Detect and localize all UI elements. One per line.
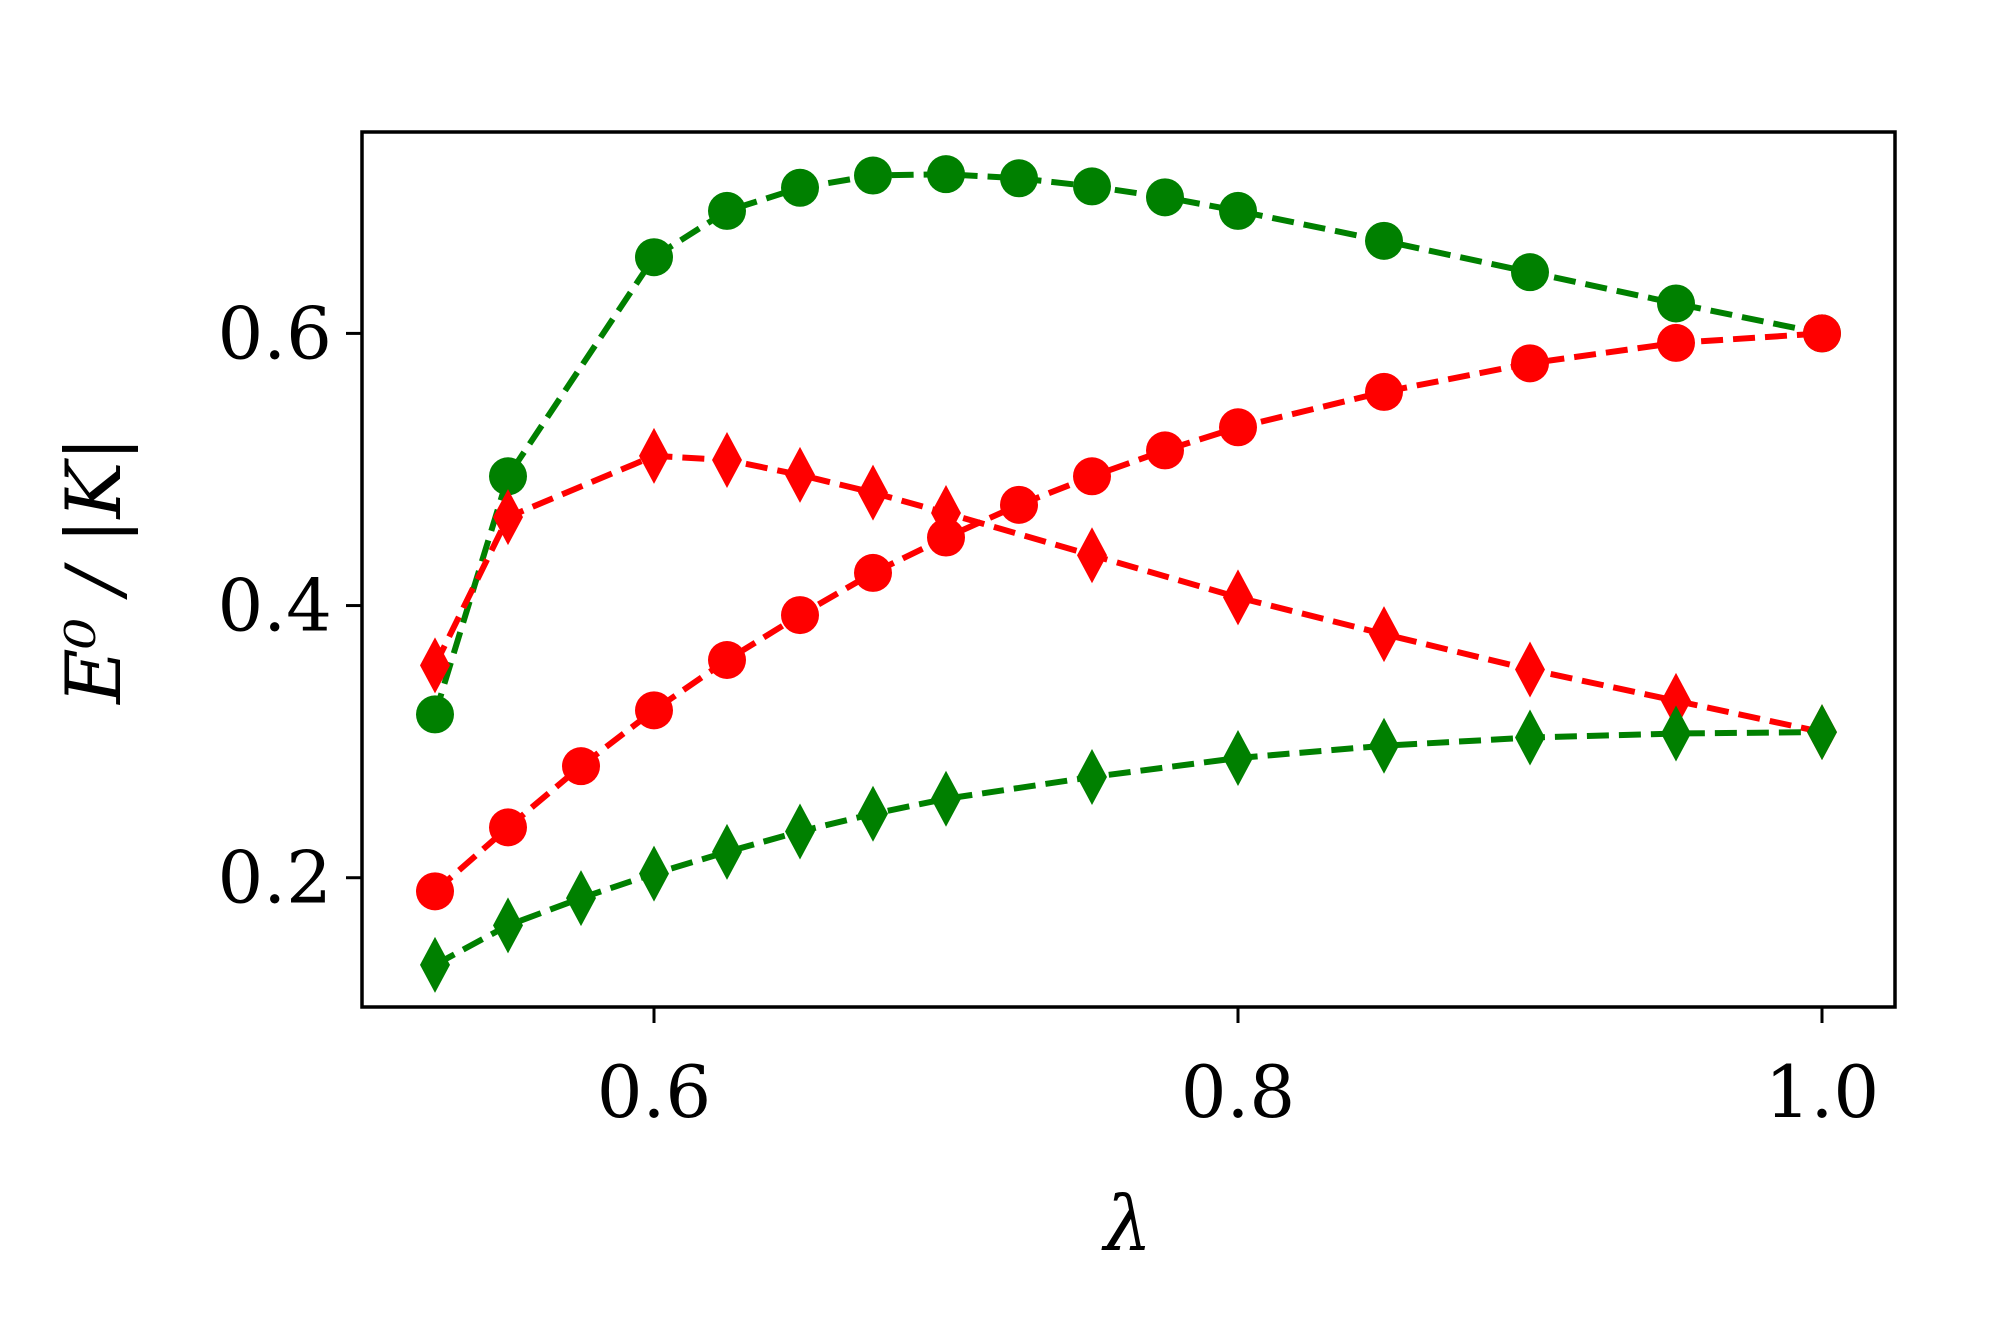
series-3-point xyxy=(712,431,742,488)
x-tick-label: 0.6 xyxy=(597,1050,712,1134)
series-2-point xyxy=(1657,323,1695,362)
y-tick-label: 0.6 xyxy=(217,291,332,375)
series-2 xyxy=(416,314,1841,911)
y-tick-label: 0.2 xyxy=(217,836,332,920)
series-4-point xyxy=(420,936,450,993)
series-4 xyxy=(420,704,1837,993)
series-1 xyxy=(416,155,1841,734)
series-3-point xyxy=(639,427,669,484)
series-2-point xyxy=(1803,314,1841,353)
series-2-point xyxy=(1219,408,1257,447)
series-2-point xyxy=(416,872,454,911)
x-axis-label: λ xyxy=(1101,1179,1152,1268)
series-4-line xyxy=(433,729,1823,968)
series-4-point xyxy=(785,803,815,860)
series-3-point xyxy=(1077,527,1107,584)
series-2-point xyxy=(1073,457,1111,496)
series-3-point xyxy=(858,464,888,521)
series-4-point xyxy=(1515,709,1545,766)
series-1-point xyxy=(416,695,454,734)
series-3 xyxy=(420,427,1837,761)
series-3-line xyxy=(432,452,1823,736)
series-2-point xyxy=(489,808,527,847)
series-1-line xyxy=(432,171,1823,716)
series-3-point xyxy=(931,485,961,542)
series-3-point xyxy=(785,446,815,503)
series-4-point xyxy=(1223,729,1253,786)
series-1-point xyxy=(1146,178,1184,217)
series-3-point xyxy=(1223,569,1253,626)
series-1-point xyxy=(1073,167,1111,206)
y-axis-label: E⁰ / |K| xyxy=(49,436,138,706)
series-4-point xyxy=(1369,717,1399,774)
series-3-point xyxy=(420,637,450,694)
series-3-point xyxy=(1369,606,1399,663)
series-4-point xyxy=(493,897,523,954)
x-tick-label: 0.8 xyxy=(1181,1050,1296,1134)
series-4-point xyxy=(858,785,888,842)
series-4-point xyxy=(639,845,669,902)
series-1-point xyxy=(854,156,892,195)
plot-frame xyxy=(360,130,1897,1009)
series-4-point xyxy=(712,823,742,880)
series-2-point xyxy=(854,553,892,592)
series-2-point xyxy=(1146,431,1184,470)
series-1-point xyxy=(635,238,673,277)
ticks-layer: 0.6 0.8 1.0 0.2 0.4 0.6 xyxy=(217,291,1879,1134)
series-1-point xyxy=(489,457,527,496)
series-1-point xyxy=(781,168,819,207)
series-2-line xyxy=(433,330,1823,894)
series-2-point xyxy=(781,596,819,635)
series-2-point xyxy=(635,691,673,730)
series-2-point xyxy=(562,747,600,786)
series-4-point xyxy=(1807,704,1837,761)
series-layer xyxy=(416,155,1841,993)
series-1-point xyxy=(927,155,965,194)
series-4-point xyxy=(566,870,596,927)
series-3-point xyxy=(1661,672,1691,729)
y-tick-label: 0.4 xyxy=(217,564,332,648)
series-1-point xyxy=(1365,221,1403,260)
series-1-point xyxy=(1657,284,1695,323)
series-1-point xyxy=(1000,159,1038,198)
series-3-point xyxy=(1515,641,1545,698)
series-2-point xyxy=(1365,372,1403,411)
series-4-point xyxy=(931,770,961,827)
series-1-point xyxy=(1511,253,1549,292)
series-4-point xyxy=(1077,749,1107,806)
series-2-point xyxy=(1000,485,1038,524)
x-tick-label: 1.0 xyxy=(1765,1050,1880,1134)
series-2-point xyxy=(1511,344,1549,383)
series-2-point xyxy=(708,640,746,679)
series-4-point xyxy=(1661,705,1691,762)
series-3-point xyxy=(493,489,523,546)
series-1-point xyxy=(1219,191,1257,230)
series-1-point xyxy=(708,191,746,230)
